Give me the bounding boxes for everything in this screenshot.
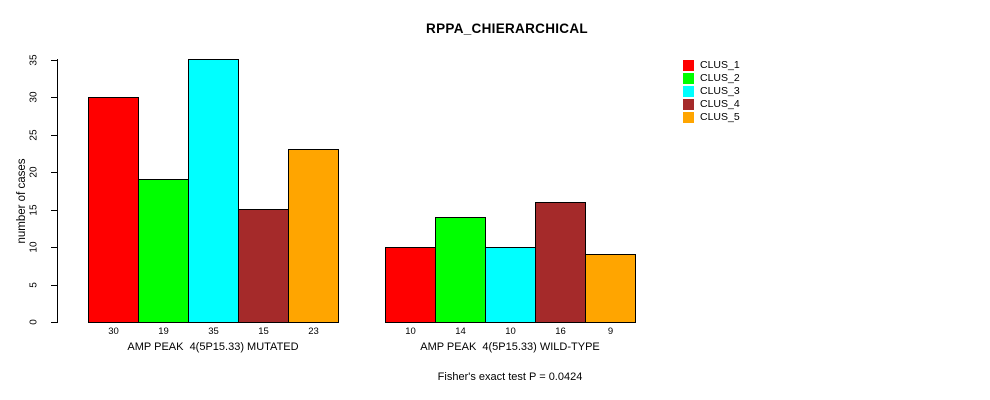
- bar-value-label: 23: [308, 326, 319, 337]
- bar-value-label: 10: [405, 326, 416, 337]
- y-tick-label: 20: [28, 166, 40, 178]
- y-tick-mark: [51, 322, 57, 323]
- legend-label: CLUS_3: [700, 85, 740, 97]
- legend-swatch: [683, 86, 694, 97]
- bar-value-label: 35: [208, 326, 219, 337]
- bar-clus_5-group2: [585, 254, 636, 323]
- chart-title: RPPA_CHIERARCHICAL: [426, 21, 588, 36]
- bar-value-label: 16: [555, 326, 566, 337]
- y-tick-label: 15: [28, 204, 40, 216]
- y-tick-mark: [51, 135, 57, 136]
- y-tick-mark: [51, 60, 57, 61]
- bar-clus_1-group1: [88, 97, 139, 323]
- y-axis-line: [57, 59, 58, 323]
- y-tick-mark: [51, 97, 57, 98]
- bar-clus_4-group2: [535, 202, 586, 323]
- bar-clus_2-group1: [138, 179, 189, 323]
- y-tick-label: 10: [28, 241, 40, 253]
- bar-clus_1-group2: [385, 247, 436, 323]
- legend-label: CLUS_4: [700, 98, 740, 110]
- legend-swatch: [683, 73, 694, 84]
- y-tick-label: 25: [28, 129, 40, 141]
- group-label-2: AMP PEAK 4(5P15.33) WILD-TYPE: [420, 341, 600, 353]
- bar-clus_2-group2: [435, 217, 486, 323]
- bar-clus_5-group1: [288, 149, 339, 323]
- legend-swatch: [683, 60, 694, 71]
- legend-label: CLUS_1: [700, 59, 740, 71]
- y-axis-label: number of cases: [16, 158, 28, 244]
- legend-swatch: [683, 112, 694, 123]
- legend-label: CLUS_2: [700, 72, 740, 84]
- bar-value-label: 30: [108, 326, 119, 337]
- bar-clus_3-group1: [188, 59, 239, 323]
- bar-value-label: 9: [607, 326, 614, 337]
- y-tick-label: 5: [28, 282, 40, 288]
- legend-swatch: [683, 99, 694, 110]
- y-tick-label: 30: [28, 91, 40, 103]
- bar-clus_4-group1: [238, 209, 289, 323]
- bar-value-label: 14: [455, 326, 466, 337]
- y-tick-mark: [51, 172, 57, 173]
- y-tick-mark: [51, 285, 57, 286]
- y-tick-mark: [51, 247, 57, 248]
- fisher-test-annotation: Fisher's exact test P = 0.0424: [437, 371, 583, 383]
- y-tick-mark: [51, 210, 57, 211]
- group-label-1: AMP PEAK 4(5P15.33) MUTATED: [127, 341, 299, 353]
- bar-clus_3-group2: [485, 247, 536, 323]
- legend-label: CLUS_5: [700, 111, 740, 123]
- bar-value-label: 19: [158, 326, 169, 337]
- y-tick-label: 0: [28, 319, 40, 325]
- y-tick-label: 35: [28, 54, 40, 66]
- bar-value-label: 10: [505, 326, 516, 337]
- bar-value-label: 15: [258, 326, 269, 337]
